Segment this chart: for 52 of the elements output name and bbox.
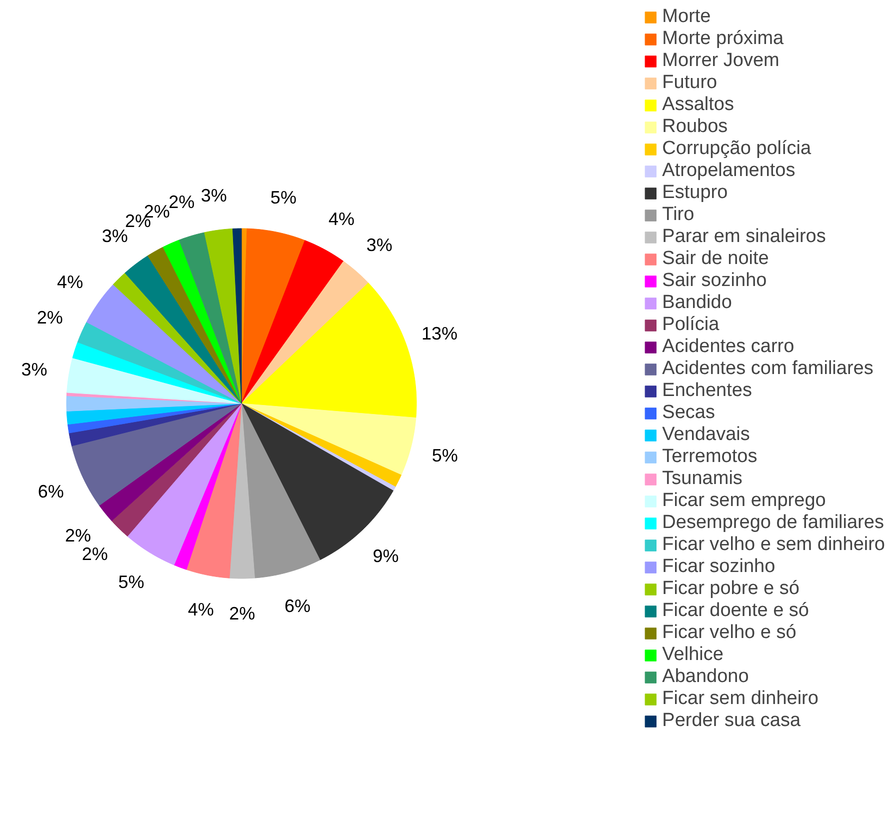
- data-label: 3%: [200, 185, 227, 206]
- data-label: 2%: [65, 525, 92, 546]
- legend-label: Assaltos: [662, 94, 734, 116]
- legend-label: Enchentes: [662, 380, 752, 402]
- data-label: 4%: [57, 272, 84, 292]
- legend-label: Acidentes com familiares: [662, 358, 874, 380]
- legend-label: Desemprego de familiares: [662, 512, 884, 534]
- legend-label: Tsunamis: [662, 468, 742, 490]
- data-label: 3%: [102, 226, 128, 246]
- legend-label: Atropelamentos: [662, 160, 796, 182]
- legend-label: Perder sua casa: [662, 710, 801, 732]
- legend-label: Ficar sem emprego: [662, 490, 826, 512]
- legend-label: Corrupção polícia: [662, 138, 812, 160]
- legend-label: Estupro: [662, 182, 728, 204]
- data-label: 2%: [82, 544, 108, 564]
- legend-label: Ficar doente e só: [662, 600, 809, 622]
- legend-label: Futuro: [662, 72, 718, 94]
- legend-label: Sair sozinho: [662, 270, 767, 292]
- data-label: 3%: [21, 359, 48, 380]
- legend-label: Ficar velho e sem dinheiro: [662, 534, 885, 556]
- legend-label: Ficar velho e só: [662, 622, 796, 644]
- legend-label: Roubos: [662, 116, 728, 138]
- data-label: 3%: [366, 235, 392, 256]
- legend-label: Velhice: [662, 644, 724, 666]
- legend-label: Ficar pobre e só: [662, 578, 800, 600]
- legend-label: Morrer Jovem: [662, 50, 780, 72]
- data-label: 5%: [118, 572, 144, 592]
- legend-label: Ficar sem dinheiro: [662, 688, 818, 710]
- data-label: 2%: [229, 604, 256, 624]
- legend-label: Morte próxima: [662, 28, 784, 50]
- data-label: 13%: [422, 324, 458, 344]
- legend-label: Terremotos: [662, 446, 758, 468]
- legend-label: Vendavais: [662, 424, 750, 446]
- legend-label: Parar em sinaleiros: [662, 226, 826, 248]
- legend-label: Morte: [662, 6, 711, 28]
- data-label: 2%: [168, 192, 195, 212]
- legend-label: Bandido: [662, 292, 732, 314]
- legend-label: Abandono: [662, 666, 749, 688]
- data-label: 6%: [38, 482, 64, 502]
- data-label: 6%: [284, 596, 311, 616]
- data-label: 4%: [328, 208, 355, 229]
- data-label: 5%: [432, 446, 458, 466]
- data-label: 4%: [188, 600, 214, 620]
- data-label: 9%: [372, 546, 399, 566]
- legend-label: Tiro: [662, 204, 694, 226]
- legend-label: Sair de noite: [662, 248, 769, 270]
- legend-label: Secas: [662, 402, 715, 424]
- legend-label: Acidentes carro: [662, 336, 794, 358]
- data-label: 2%: [36, 308, 63, 328]
- data-label: 5%: [270, 188, 296, 208]
- legend-label: Polícia: [662, 314, 720, 336]
- legend-label: Ficar sozinho: [662, 556, 776, 578]
